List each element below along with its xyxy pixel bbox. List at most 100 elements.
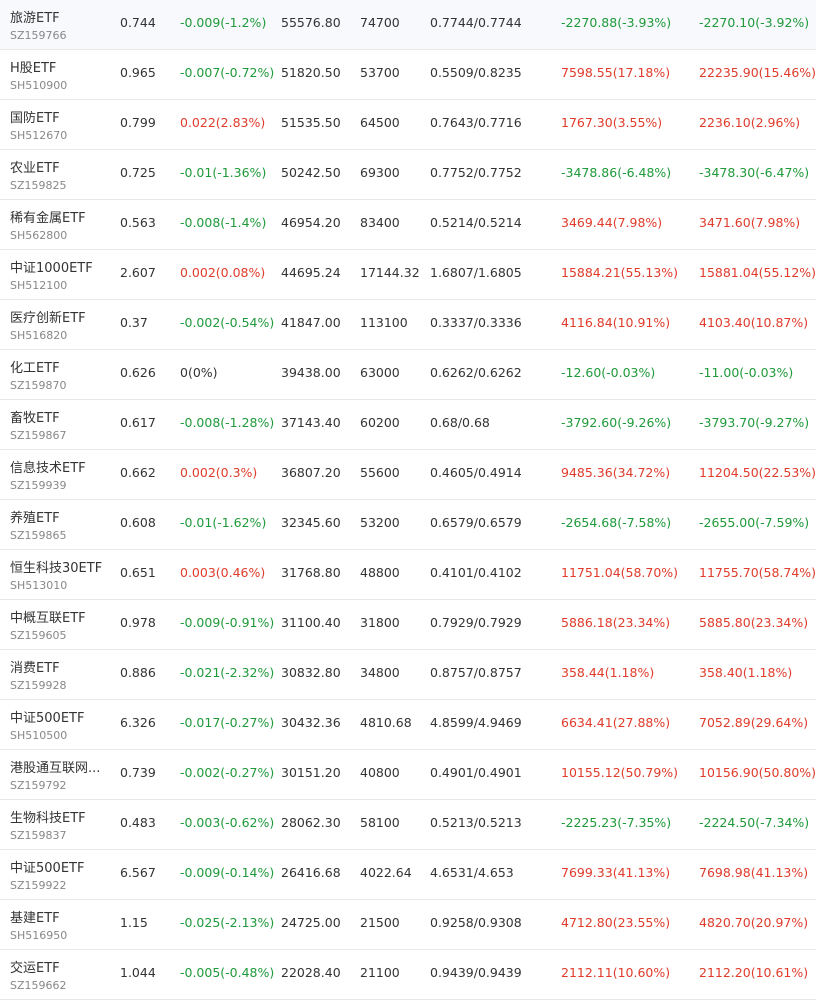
price-cell: 0.662 — [120, 465, 156, 480]
fund-name-cell[interactable]: 港股通互联网... SZ159792 — [10, 750, 110, 799]
table-row[interactable]: 养殖ETF SZ159865 0.608 -0.01(-1.62%) 32345… — [0, 500, 816, 550]
amount-cell: 36807.20 — [281, 465, 341, 480]
total-profit-loss-cell: 11204.50(22.53%) — [699, 465, 816, 480]
table-row[interactable]: 交运ETF SZ159662 1.044 -0.005(-0.48%) 2202… — [0, 950, 816, 1000]
change-cell: 0.002(0.3%) — [180, 465, 258, 480]
table-row[interactable]: 稀有金属ETF SH562800 0.563 -0.008(-1.4%) 469… — [0, 200, 816, 250]
fund-name-cell[interactable]: 中证500ETF SH510500 — [10, 700, 110, 749]
fund-name[interactable]: 交运ETF — [10, 961, 60, 976]
volume-cell: 74700 — [360, 15, 400, 30]
total-profit-loss-cell: 358.40(1.18%) — [699, 665, 793, 680]
table-row[interactable]: H股ETF SH510900 0.965 -0.007(-0.72%) 5182… — [0, 50, 816, 100]
fund-name-cell[interactable]: 农业ETF SZ159825 — [10, 150, 110, 199]
table-row[interactable]: 基建ETF SH516950 1.15 -0.025(-2.13%) 24725… — [0, 900, 816, 950]
table-row[interactable]: 中概互联ETF SZ159605 0.978 -0.009(-0.91%) 31… — [0, 600, 816, 650]
table-row[interactable]: 信息技术ETF SZ159939 0.662 0.002(0.3%) 36807… — [0, 450, 816, 500]
fund-name[interactable]: 稀有金属ETF — [10, 211, 86, 226]
fund-name[interactable]: 中证500ETF — [10, 711, 85, 726]
change-cell: -0.01(-1.62%) — [180, 515, 267, 530]
fund-name[interactable]: 中证1000ETF — [10, 261, 93, 276]
fund-name[interactable]: 国防ETF — [10, 111, 60, 126]
fund-name-cell[interactable]: 化工ETF SZ159870 — [10, 350, 110, 399]
fund-name[interactable]: 畜牧ETF — [10, 411, 60, 426]
fund-name-cell[interactable]: 恒生科技30ETF SH513010 — [10, 550, 110, 599]
fund-name-cell[interactable]: 医疗创新ETF SH516820 — [10, 300, 110, 349]
table-row[interactable]: 恒生科技30ETF SH513010 0.651 0.003(0.46%) 31… — [0, 550, 816, 600]
cost-range-cell: 1.6807/1.6805 — [430, 265, 522, 280]
fund-name[interactable]: 中证500ETF — [10, 861, 85, 876]
fund-name-cell[interactable]: 信息技术ETF SZ159939 — [10, 450, 110, 499]
change-cell: -0.008(-1.28%) — [180, 415, 275, 430]
amount-cell: 24725.00 — [281, 915, 341, 930]
fund-name[interactable]: 港股通互联网... — [10, 761, 101, 776]
price-cell: 0.608 — [120, 515, 156, 530]
fund-name-cell[interactable]: 旅游ETF SZ159766 — [10, 0, 110, 49]
fund-name[interactable]: 恒生科技30ETF — [10, 561, 103, 576]
profit-loss-cell: -12.60(-0.03%) — [561, 365, 656, 380]
amount-cell: 28062.30 — [281, 815, 341, 830]
fund-name[interactable]: 化工ETF — [10, 361, 60, 376]
fund-name-cell[interactable]: 中证1000ETF SH512100 — [10, 250, 110, 299]
fund-name-cell[interactable]: H股ETF SH510900 — [10, 50, 110, 99]
total-profit-loss-cell: 2112.20(10.61%) — [699, 965, 809, 980]
table-row[interactable]: 医疗创新ETF SH516820 0.37 -0.002(-0.54%) 418… — [0, 300, 816, 350]
total-profit-loss-cell: 11755.70(58.74%) — [699, 565, 816, 580]
amount-cell: 50242.50 — [281, 165, 341, 180]
change-cell: -0.021(-2.32%) — [180, 665, 275, 680]
table-row[interactable]: 旅游ETF SZ159766 0.744 -0.009(-1.2%) 55576… — [0, 0, 816, 50]
fund-name[interactable]: 基建ETF — [10, 911, 60, 926]
table-row[interactable]: 化工ETF SZ159870 0.626 0(0%) 39438.00 6300… — [0, 350, 816, 400]
fund-name[interactable]: 中概互联ETF — [10, 611, 86, 626]
volume-cell: 53700 — [360, 65, 400, 80]
change-cell: -0.01(-1.36%) — [180, 165, 267, 180]
table-row[interactable]: 中证500ETF SH510500 6.326 -0.017(-0.27%) 3… — [0, 700, 816, 750]
total-profit-loss-cell: 3471.60(7.98%) — [699, 215, 801, 230]
fund-name[interactable]: 信息技术ETF — [10, 461, 86, 476]
fund-name-cell[interactable]: 中证500ETF SZ159922 — [10, 850, 110, 899]
change-cell: -0.017(-0.27%) — [180, 715, 275, 730]
price-cell: 0.965 — [120, 65, 156, 80]
volume-cell: 53200 — [360, 515, 400, 530]
volume-cell: 31800 — [360, 615, 400, 630]
volume-cell: 21100 — [360, 965, 400, 980]
table-row[interactable]: 中证500ETF SZ159922 6.567 -0.009(-0.14%) 2… — [0, 850, 816, 900]
fund-code: SZ159837 — [10, 829, 67, 842]
fund-name[interactable]: 医疗创新ETF — [10, 311, 86, 326]
profit-loss-cell: 2112.11(10.60%) — [561, 965, 671, 980]
cost-range-cell: 0.9258/0.9308 — [430, 915, 522, 930]
fund-name-cell[interactable]: 消费ETF SZ159928 — [10, 650, 110, 699]
fund-name-cell[interactable]: 畜牧ETF SZ159867 — [10, 400, 110, 449]
amount-cell: 41847.00 — [281, 315, 341, 330]
table-row[interactable]: 畜牧ETF SZ159867 0.617 -0.008(-1.28%) 3714… — [0, 400, 816, 450]
table-row[interactable]: 农业ETF SZ159825 0.725 -0.01(-1.36%) 50242… — [0, 150, 816, 200]
table-row[interactable]: 生物科技ETF SZ159837 0.483 -0.003(-0.62%) 28… — [0, 800, 816, 850]
fund-name-cell[interactable]: 基建ETF SH516950 — [10, 900, 110, 949]
fund-name[interactable]: H股ETF — [10, 61, 57, 76]
table-row[interactable]: 国防ETF SH512670 0.799 0.022(2.83%) 51535.… — [0, 100, 816, 150]
change-cell: -0.008(-1.4%) — [180, 215, 267, 230]
total-profit-loss-cell: 5885.80(23.34%) — [699, 615, 809, 630]
fund-name[interactable]: 农业ETF — [10, 161, 60, 176]
change-cell: -0.009(-1.2%) — [180, 15, 267, 30]
fund-name-cell[interactable]: 交运ETF SZ159662 — [10, 950, 110, 999]
fund-name-cell[interactable]: 生物科技ETF SZ159837 — [10, 800, 110, 849]
table-row[interactable]: 港股通互联网... SZ159792 0.739 -0.002(-0.27%) … — [0, 750, 816, 800]
fund-name[interactable]: 生物科技ETF — [10, 811, 86, 826]
fund-name[interactable]: 养殖ETF — [10, 511, 60, 526]
cost-range-cell: 0.4605/0.4914 — [430, 465, 522, 480]
fund-name-cell[interactable]: 养殖ETF SZ159865 — [10, 500, 110, 549]
profit-loss-cell: -3792.60(-9.26%) — [561, 415, 672, 430]
profit-loss-cell: -2654.68(-7.58%) — [561, 515, 672, 530]
amount-cell: 30832.80 — [281, 665, 341, 680]
table-row[interactable]: 中证1000ETF SH512100 2.607 0.002(0.08%) 44… — [0, 250, 816, 300]
fund-name-cell[interactable]: 国防ETF SH512670 — [10, 100, 110, 149]
fund-name[interactable]: 旅游ETF — [10, 11, 60, 26]
fund-name[interactable]: 消费ETF — [10, 661, 60, 676]
fund-name-cell[interactable]: 稀有金属ETF SH562800 — [10, 200, 110, 249]
profit-loss-cell: 10155.12(50.79%) — [561, 765, 679, 780]
amount-cell: 46954.20 — [281, 215, 341, 230]
fund-name-cell[interactable]: 中概互联ETF SZ159605 — [10, 600, 110, 649]
amount-cell: 55576.80 — [281, 15, 341, 30]
table-row[interactable]: 消费ETF SZ159928 0.886 -0.021(-2.32%) 3083… — [0, 650, 816, 700]
